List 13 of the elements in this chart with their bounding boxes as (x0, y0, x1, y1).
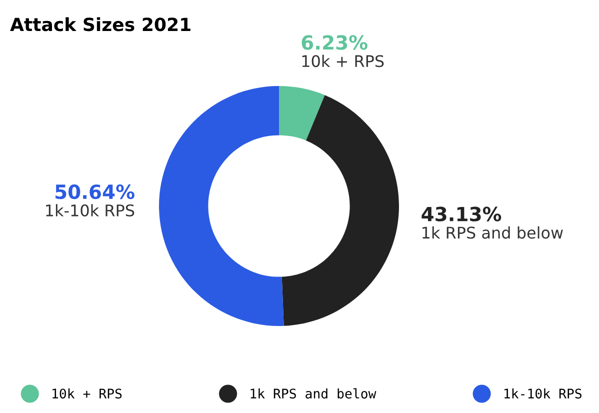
slice-label: 1k-10k RPS (46, 204, 134, 216)
data-label: 43.13% (422, 206, 502, 222)
data-label: 6.23% (302, 35, 368, 50)
data-label: 50.64% (56, 184, 134, 200)
donut-slice (282, 95, 399, 326)
legend-label: 10k + RPS (52, 388, 122, 399)
legend-label: 1k RPS and below (250, 388, 376, 399)
donut-slice (279, 86, 325, 141)
chart-title: Attack Sizes 2021 (10, 17, 190, 32)
donut-slice (159, 86, 284, 326)
slice-label: 10k + RPS (302, 54, 384, 68)
legend-label: 1k-10k RPS (504, 388, 582, 399)
slice-label: 1k RPS and below (422, 226, 563, 239)
